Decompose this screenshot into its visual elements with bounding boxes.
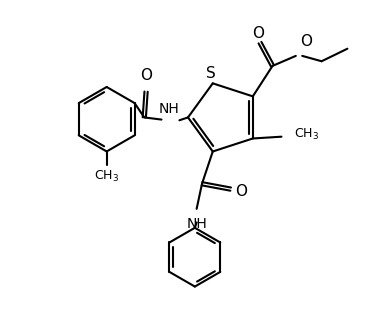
Text: CH$_3$: CH$_3$ [294, 127, 319, 142]
Text: O: O [300, 34, 312, 50]
Text: O: O [252, 26, 264, 41]
Text: O: O [235, 184, 247, 199]
Text: CH$_3$: CH$_3$ [94, 169, 119, 184]
Text: NH: NH [186, 217, 207, 231]
Text: O: O [140, 68, 152, 83]
Text: NH: NH [159, 102, 180, 116]
Text: S: S [206, 66, 216, 81]
